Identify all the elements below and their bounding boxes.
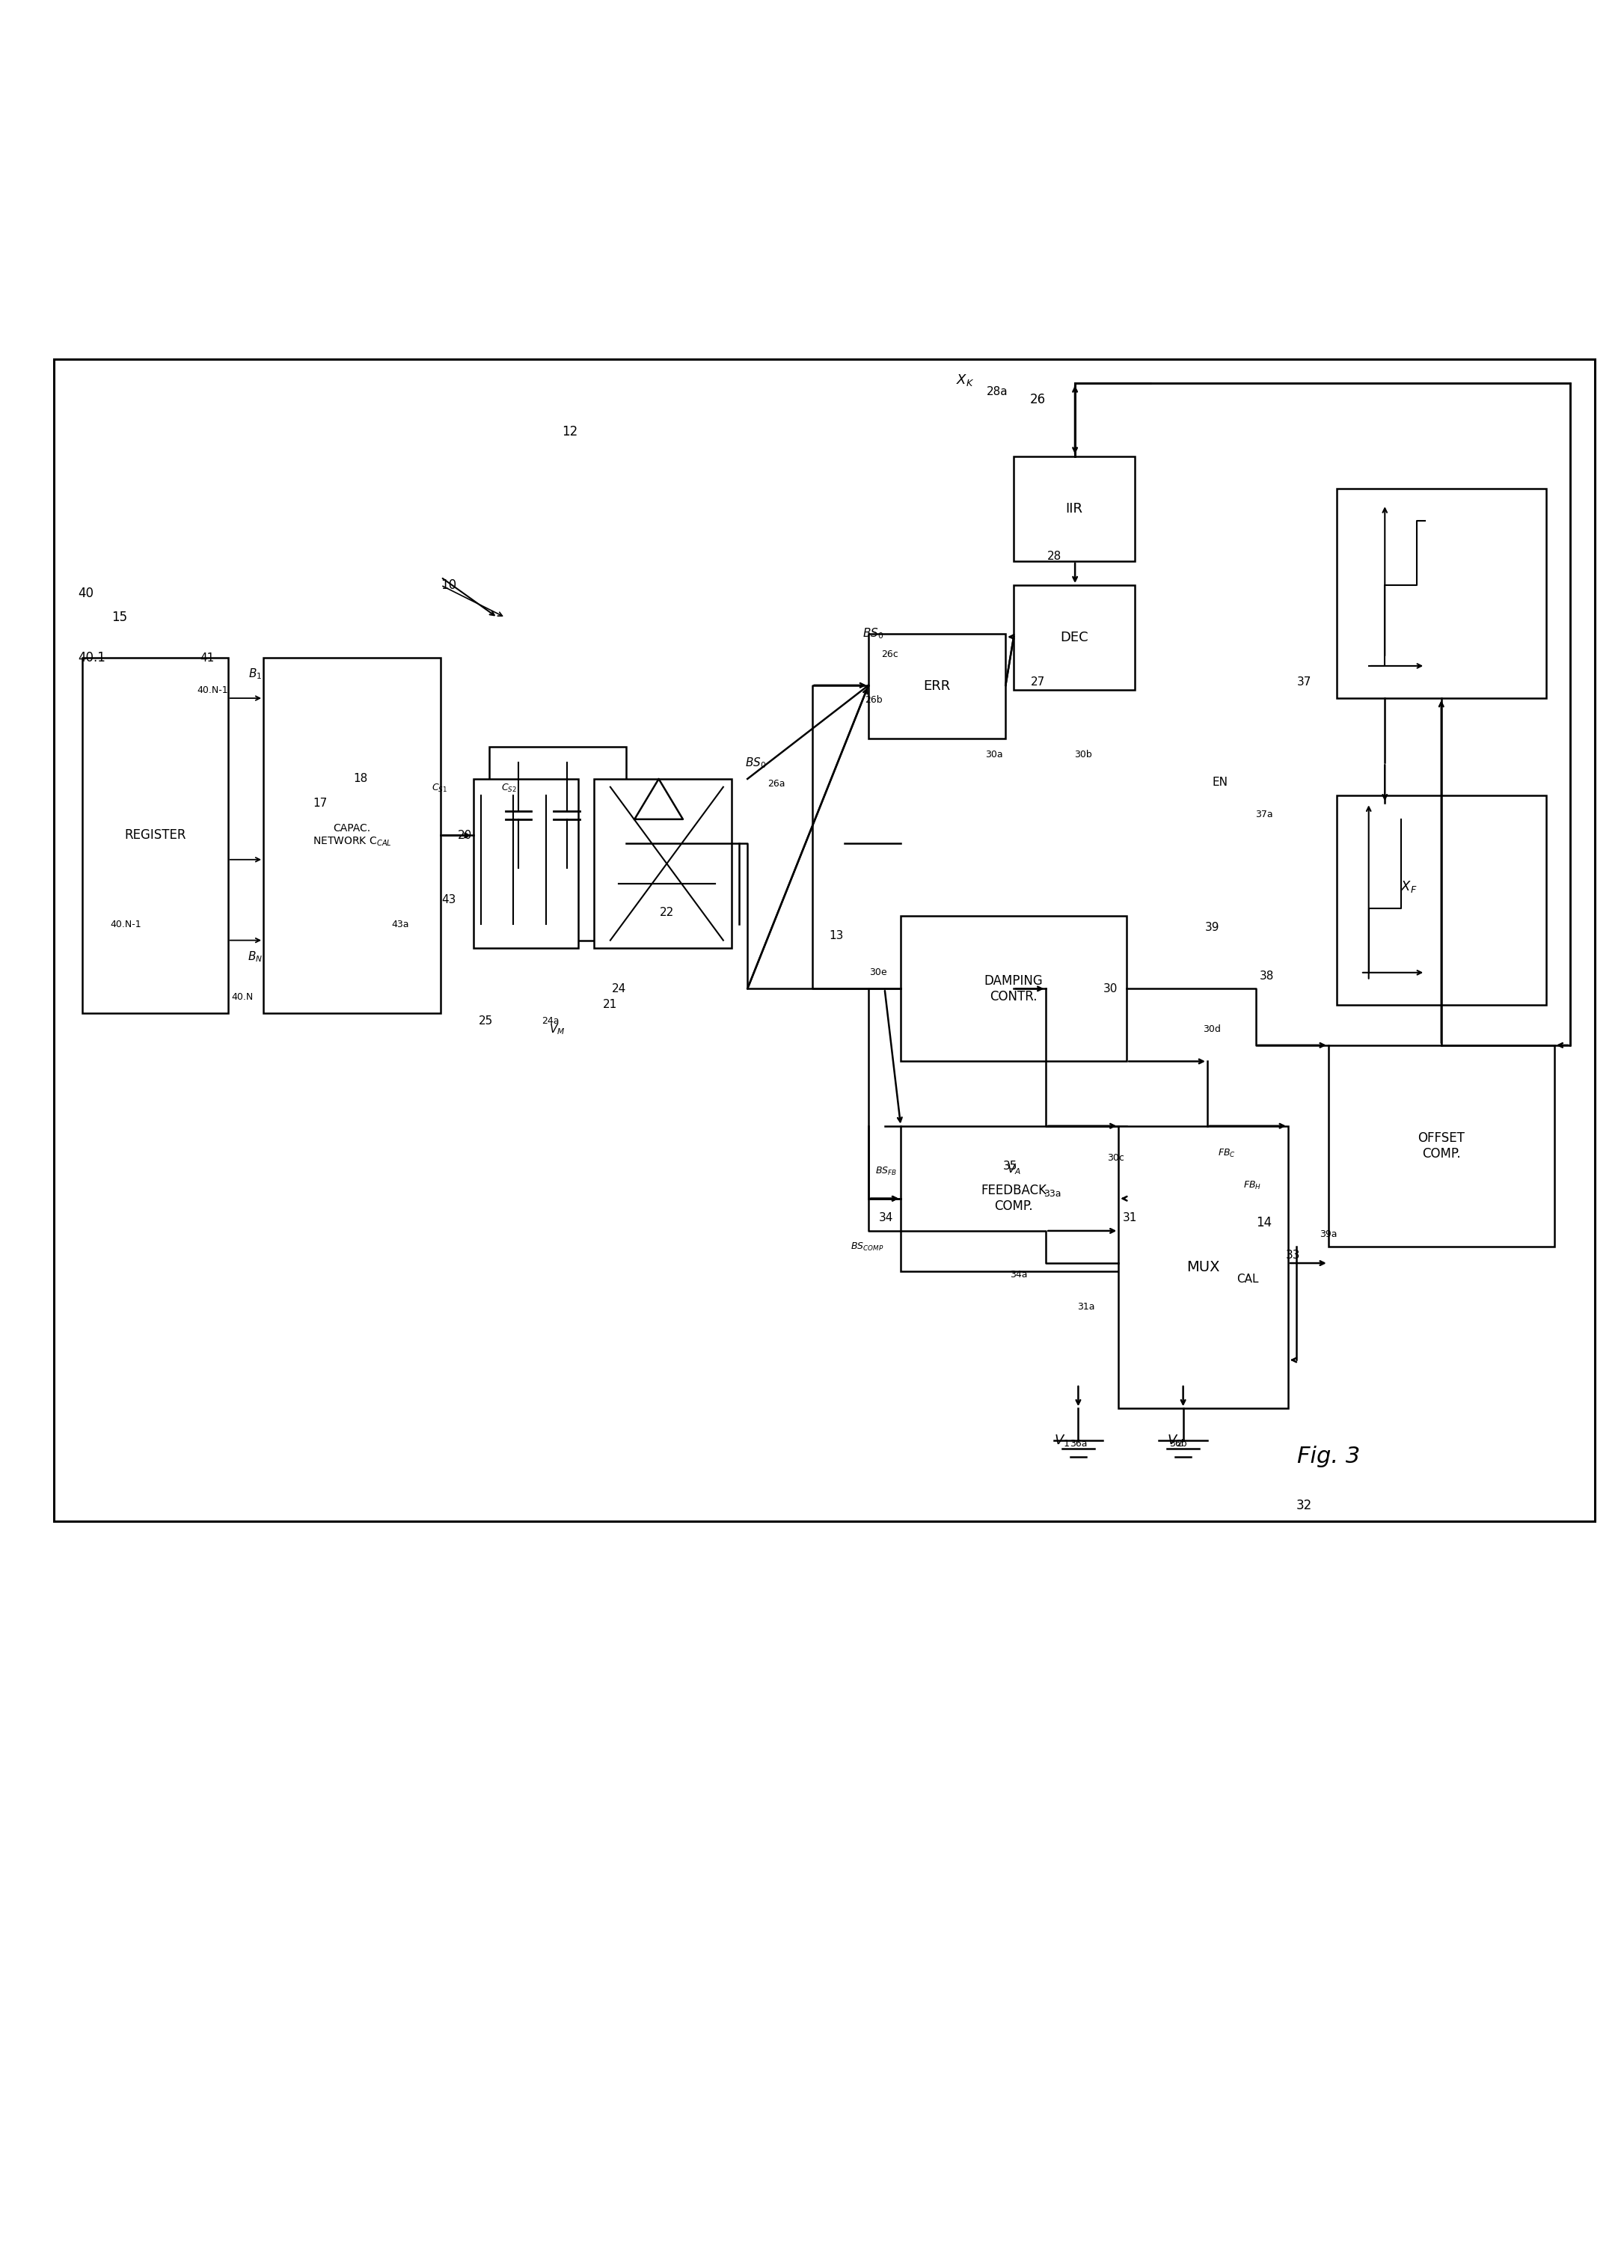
- Text: 40.N: 40.N: [231, 991, 253, 1002]
- Text: $B_1$: $B_1$: [248, 667, 261, 680]
- Bar: [473, 778, 578, 948]
- Bar: [244, 601, 477, 1046]
- Text: 28a: 28a: [987, 386, 1009, 397]
- Text: EN: EN: [1213, 776, 1228, 787]
- Text: 30: 30: [1103, 982, 1117, 993]
- Text: $BS_0$: $BS_0$: [745, 755, 767, 769]
- Bar: [869, 633, 1005, 739]
- Text: 40.1: 40.1: [78, 651, 106, 665]
- Text: 35: 35: [1004, 1161, 1018, 1173]
- Text: DAMPING
CONTR.: DAMPING CONTR.: [984, 975, 1043, 1002]
- Text: OFFSET
COMP.: OFFSET COMP.: [1418, 1132, 1465, 1161]
- Text: 31: 31: [1122, 1213, 1137, 1222]
- Text: ERR: ERR: [924, 680, 950, 692]
- Text: $B_N$: $B_N$: [248, 950, 263, 964]
- Bar: [1304, 488, 1587, 1506]
- Text: $X_K$: $X_K$: [957, 372, 974, 388]
- Text: $FB_C$: $FB_C$: [1218, 1148, 1236, 1159]
- Text: 33: 33: [1286, 1250, 1301, 1261]
- Text: 43: 43: [442, 894, 456, 905]
- Text: 14: 14: [1255, 1216, 1272, 1229]
- Bar: [901, 1125, 1127, 1270]
- Text: 13: 13: [828, 930, 843, 941]
- Bar: [1337, 796, 1546, 1005]
- Text: 26c: 26c: [880, 649, 898, 660]
- Text: IIR: IIR: [1065, 501, 1083, 515]
- Text: 33a: 33a: [1044, 1188, 1060, 1198]
- Text: 36a: 36a: [1070, 1438, 1086, 1449]
- Text: 24a: 24a: [542, 1016, 559, 1025]
- Bar: [54, 358, 1595, 1522]
- Text: 43a: 43a: [391, 919, 409, 930]
- Bar: [1337, 488, 1546, 699]
- Text: DEC: DEC: [1060, 631, 1088, 644]
- Text: FEEDBACK
COMP.: FEEDBACK COMP.: [981, 1184, 1046, 1213]
- Bar: [1328, 1046, 1554, 1247]
- Text: 22: 22: [659, 907, 674, 919]
- Text: $FB_H$: $FB_H$: [1244, 1179, 1262, 1191]
- Text: 37a: 37a: [1255, 810, 1273, 819]
- Text: 39: 39: [1205, 921, 1220, 932]
- Bar: [594, 778, 731, 948]
- Text: $C_{S2}$: $C_{S2}$: [500, 782, 516, 794]
- Bar: [853, 383, 1361, 739]
- Text: 38: 38: [1260, 971, 1275, 982]
- Text: CAL: CAL: [1236, 1275, 1259, 1286]
- Text: Fig. 3: Fig. 3: [1298, 1447, 1359, 1467]
- Polygon shape: [635, 778, 684, 819]
- Text: 40.N-1: 40.N-1: [110, 919, 141, 930]
- Bar: [594, 449, 1013, 1046]
- Text: $V_2$: $V_2$: [1168, 1433, 1182, 1449]
- Text: 28: 28: [1047, 551, 1060, 562]
- Bar: [1013, 585, 1135, 689]
- Text: 15: 15: [112, 610, 128, 624]
- Bar: [263, 658, 440, 1014]
- Text: 34a: 34a: [1010, 1270, 1028, 1279]
- Bar: [901, 916, 1127, 1061]
- Text: 10: 10: [440, 578, 456, 592]
- Text: $BS_{COMP}$: $BS_{COMP}$: [851, 1241, 883, 1252]
- Text: 34: 34: [879, 1213, 893, 1222]
- Text: 30a: 30a: [986, 751, 1004, 760]
- Text: MUX: MUX: [1187, 1261, 1220, 1275]
- Text: 12: 12: [562, 424, 578, 438]
- Text: $C_{S1}$: $C_{S1}$: [432, 782, 447, 794]
- Text: 18: 18: [352, 773, 367, 785]
- Text: 31a: 31a: [1078, 1302, 1095, 1311]
- Text: 40.N-1: 40.N-1: [197, 685, 227, 694]
- Text: 25: 25: [479, 1016, 494, 1027]
- Text: $V_M$: $V_M$: [549, 1023, 565, 1036]
- Text: $V_A$: $V_A$: [1007, 1163, 1021, 1177]
- Text: 27: 27: [1031, 676, 1046, 687]
- Bar: [861, 488, 1304, 1506]
- Text: 20: 20: [458, 830, 473, 841]
- Bar: [1119, 1125, 1288, 1408]
- Text: 26: 26: [1030, 392, 1046, 406]
- Bar: [58, 601, 244, 1046]
- Text: 17: 17: [313, 798, 326, 810]
- Text: $X_F$: $X_F$: [1400, 880, 1418, 894]
- Text: 26a: 26a: [768, 778, 786, 789]
- Text: $V_1$: $V_1$: [1054, 1433, 1070, 1449]
- Text: 30d: 30d: [1203, 1025, 1221, 1034]
- Text: CAPAC.
NETWORK C$_{CAL}$: CAPAC. NETWORK C$_{CAL}$: [313, 823, 391, 848]
- Text: 26b: 26b: [864, 694, 882, 705]
- Text: 30c: 30c: [1108, 1154, 1124, 1163]
- Text: 32: 32: [1296, 1499, 1312, 1513]
- Text: 37: 37: [1298, 676, 1312, 687]
- Text: $BS_{FB}$: $BS_{FB}$: [875, 1166, 896, 1177]
- Bar: [1013, 456, 1135, 560]
- Text: 41: 41: [200, 653, 214, 665]
- Text: 30e: 30e: [869, 968, 887, 978]
- Text: 21: 21: [603, 1000, 617, 1012]
- Text: REGISTER: REGISTER: [125, 828, 187, 841]
- Bar: [489, 746, 627, 941]
- Text: 30b: 30b: [1073, 751, 1091, 760]
- Text: $BS_0$: $BS_0$: [862, 626, 883, 640]
- Text: 24: 24: [612, 982, 627, 993]
- Text: 40: 40: [78, 587, 94, 601]
- Text: 36b: 36b: [1169, 1438, 1187, 1449]
- Bar: [83, 658, 227, 1014]
- Text: 39a: 39a: [1320, 1229, 1337, 1238]
